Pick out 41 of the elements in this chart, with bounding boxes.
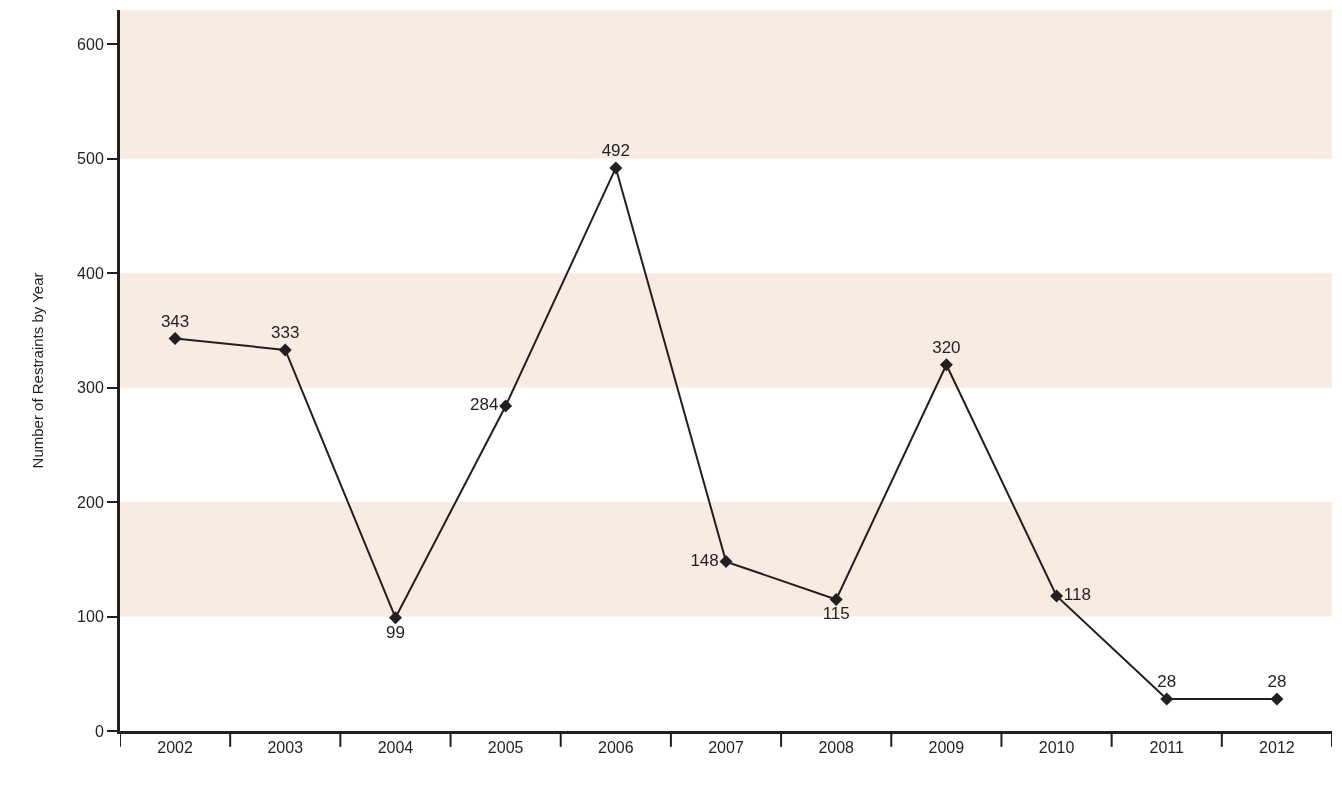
y-tick-label: 600 bbox=[77, 35, 104, 53]
x-tick-label: 2008 bbox=[818, 739, 855, 757]
point bbox=[609, 161, 623, 175]
point bbox=[388, 611, 402, 625]
y-tick-label: 300 bbox=[77, 379, 104, 397]
point bbox=[719, 555, 733, 569]
y-tick-label: 500 bbox=[77, 150, 104, 168]
x-tick-label: 2010 bbox=[1038, 739, 1075, 757]
point bbox=[499, 399, 513, 413]
data-label: 492 bbox=[601, 141, 631, 161]
x-tick-label: 2005 bbox=[487, 739, 524, 757]
data-label: 148 bbox=[690, 550, 719, 570]
x-tick-label: 2006 bbox=[598, 739, 634, 757]
x-tick-label: 2007 bbox=[708, 739, 744, 757]
data-label: 28 bbox=[1267, 672, 1287, 692]
point bbox=[1270, 692, 1284, 706]
y-tick-label: 200 bbox=[77, 493, 104, 511]
data-label: 284 bbox=[470, 395, 499, 415]
x-tick-label: 2004 bbox=[377, 739, 414, 757]
data-label: 99 bbox=[385, 622, 405, 642]
point bbox=[939, 358, 953, 372]
data-label: 333 bbox=[271, 323, 300, 343]
point bbox=[168, 331, 182, 345]
point bbox=[1160, 692, 1174, 706]
point bbox=[278, 343, 292, 357]
data-label: 343 bbox=[160, 311, 190, 331]
data-label: 115 bbox=[822, 604, 850, 624]
data-label: 28 bbox=[1157, 672, 1177, 692]
x-tick-label: 2003 bbox=[267, 739, 304, 757]
data-label: 320 bbox=[932, 338, 961, 358]
y-tick-label: 400 bbox=[77, 264, 104, 282]
point bbox=[829, 592, 843, 606]
x-tick-label: 2002 bbox=[157, 739, 193, 757]
point bbox=[1050, 589, 1064, 603]
x-tick-label: 2012 bbox=[1259, 739, 1295, 757]
data-label: 118 bbox=[1063, 585, 1091, 605]
y-axis-title: Number of Restraints by Year bbox=[29, 272, 47, 469]
y-tick-label: 100 bbox=[77, 608, 104, 626]
x-tick-label: 2009 bbox=[928, 739, 965, 757]
x-tick-label: 2011 bbox=[1149, 739, 1185, 757]
y-tick-label: 0 bbox=[94, 722, 104, 740]
